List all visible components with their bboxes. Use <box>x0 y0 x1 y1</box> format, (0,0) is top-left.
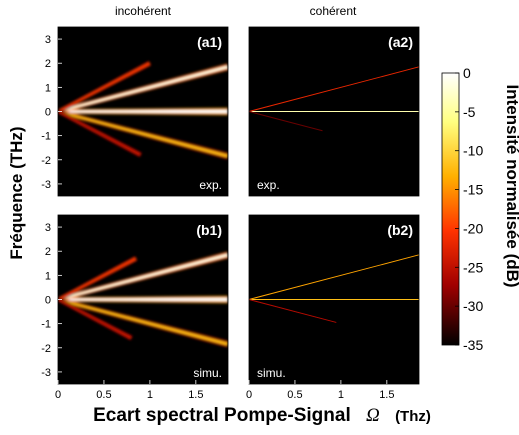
x-axis-label-unit: (Thz) <box>395 408 431 425</box>
line-b2-0 <box>249 299 419 300</box>
x-tick-label: 1 <box>147 389 153 401</box>
y-tick-label: 2 <box>45 58 51 70</box>
panel-note-a2: exp. <box>257 178 280 192</box>
line-b1-2 <box>58 298 228 346</box>
y-tick-label: -1 <box>41 131 51 143</box>
line-b1-4 <box>58 298 133 340</box>
y-tick-label: -2 <box>41 343 51 355</box>
line-b2-2 <box>249 299 337 323</box>
panel-a1: (a1) exp. 3 2 1 0 -1 -2 -3 <box>41 26 229 197</box>
panel-frame <box>248 214 420 385</box>
panel-lines <box>58 251 228 348</box>
y-tick-label: -3 <box>41 179 51 191</box>
x-axis-label: Ecart spectral Pompe-Signal Ω (Thz) <box>93 405 431 426</box>
x-tick-label: 1 <box>338 389 344 401</box>
line-core <box>58 110 228 113</box>
x-tick-label: 0.5 <box>287 389 302 401</box>
line-core <box>58 298 228 301</box>
panel-lines <box>249 254 419 323</box>
panel-lines <box>58 60 228 160</box>
line-b2-1 <box>249 254 419 300</box>
colorbar-tick-label: -10 <box>463 143 483 159</box>
panel-note-b2: simu. <box>257 366 286 380</box>
colorbar-gradient <box>441 72 460 346</box>
line-a2-2 <box>249 111 323 132</box>
y-tick-label: 3 <box>45 34 51 46</box>
line-a1-3 <box>58 61 151 113</box>
line-a1-2 <box>58 110 228 158</box>
y-tick-label: -3 <box>41 367 51 379</box>
line-a2-1 <box>249 66 419 112</box>
panel-note-b1: simu. <box>193 366 222 380</box>
panel-b2: (b2) simu. 0 0.5 1 1.5 <box>246 214 420 401</box>
line-b1-3 <box>58 257 137 301</box>
y-tick-label: 2 <box>45 246 51 258</box>
colorbar-tick-label: 0 <box>463 65 471 81</box>
x-axis-label-symbol: Ω <box>366 405 380 426</box>
y-tick-label: 0 <box>45 295 51 307</box>
colorbar-tick-label: -15 <box>463 182 483 198</box>
y-tick-label: 3 <box>45 222 51 234</box>
panel-lines <box>249 66 419 132</box>
colorbar-tick-label: -5 <box>463 104 476 120</box>
colorbar-tick-label: -20 <box>463 220 483 236</box>
line-core <box>58 66 228 112</box>
panel-note-a1: exp. <box>199 178 222 192</box>
x-axis-label-text: Ecart spectral Pompe-Signal <box>93 405 351 426</box>
x-tick-label: 0 <box>246 389 252 401</box>
x-tick-label: 0.5 <box>96 389 111 401</box>
y-axis-label: Fréquence (THz) <box>7 126 26 259</box>
column-title-coherent: cohérent <box>310 4 357 18</box>
y-tick-label: 1 <box>45 270 51 282</box>
panel-b1: (b1) simu. 3 2 1 0 -1 -2 -3 0 0.5 1 1.5 <box>41 214 229 401</box>
line-core <box>58 254 228 300</box>
column-title-incoherent: incohérent <box>115 4 172 18</box>
colorbar-tick-label: -30 <box>463 298 483 314</box>
panels: (a1)exp.3210-1-2-3(a2)exp.(b1)simu.3210-… <box>41 26 420 401</box>
panel-tag-b2: (b2) <box>387 222 413 238</box>
y-tick-label: 1 <box>45 82 51 94</box>
line-a1-4 <box>58 110 142 157</box>
y-tick-label: -1 <box>41 319 51 331</box>
svg-text:Ecart spectral Pompe-Signal: Ecart spectral Pompe-Signal Ω (Thz) <box>93 405 431 426</box>
line-a2-0 <box>249 111 419 112</box>
panel-tag-a1: (a1) <box>197 34 222 50</box>
y-tick-label: -2 <box>41 155 51 167</box>
panel-a2: (a2) exp. <box>248 26 420 197</box>
colorbar-tick-label: -35 <box>463 337 483 353</box>
panel-tag-a2: (a2) <box>388 34 413 50</box>
x-tick-label: 1.5 <box>188 389 203 401</box>
x-tick-label: 1.5 <box>379 389 394 401</box>
colorbar-tick-label: -25 <box>463 259 483 275</box>
panel-frame <box>248 26 420 197</box>
colorbar: 0 -5 -10 -15 -20 -25 -30 -35 Intensité normalis… <box>441 65 519 353</box>
y-tick-label: 0 <box>45 107 51 119</box>
x-tick-label: 0 <box>55 389 61 401</box>
colorbar-label: Intensité normalisée (dB) <box>503 84 519 287</box>
panel-tag-b1: (b1) <box>196 222 222 238</box>
